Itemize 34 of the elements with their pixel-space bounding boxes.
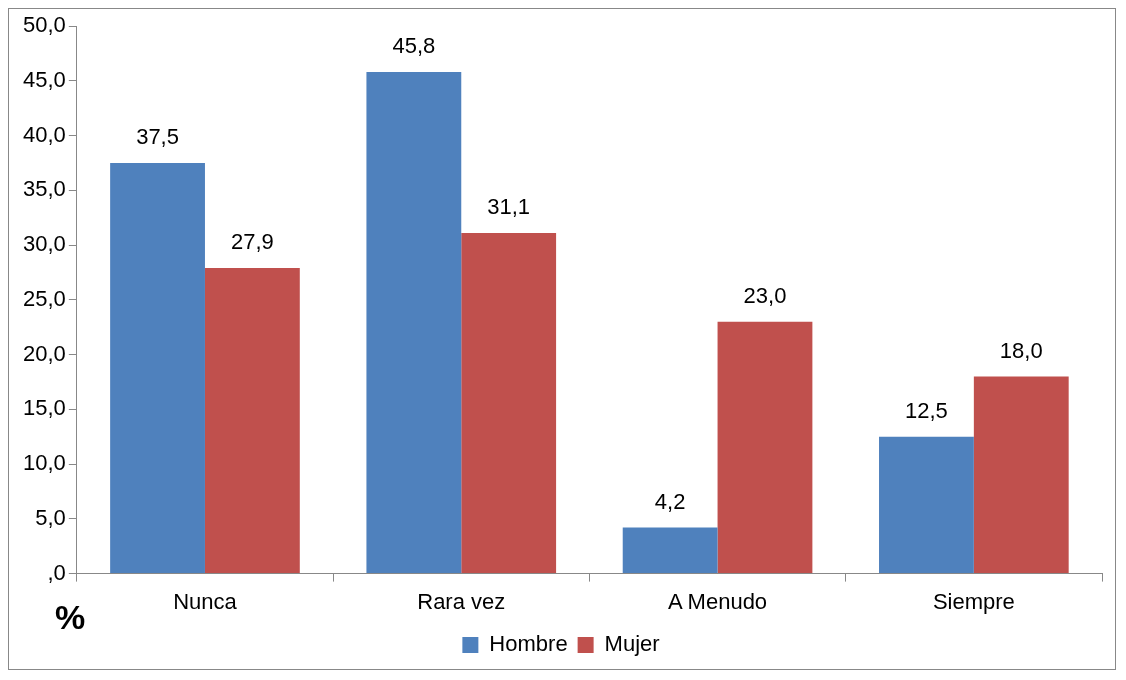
legend-label: Hombre [489,631,568,657]
legend-label: Mujer [604,631,660,657]
x-tick-label: Rara vez [417,588,506,614]
y-axis-title: % [55,598,86,637]
bar [622,527,718,574]
x-tick-label: A Menudo [668,588,768,614]
data-label: 31,1 [487,194,531,220]
y-tick-label: 45,0 [22,66,66,92]
data-label: 18,0 [999,337,1043,363]
y-tick-label: ,0 [47,559,66,585]
bar [973,376,1069,574]
x-tick-label: Nunca [173,588,238,614]
data-label: 37,5 [136,123,179,149]
y-tick-label: 10,0 [22,450,66,476]
y-tick-label: 35,0 [22,176,66,202]
data-label: 27,9 [230,229,274,255]
y-tick-label: 20,0 [22,340,66,366]
y-tick-label: 30,0 [22,231,66,257]
x-tick-label: Siempre [932,588,1015,614]
data-label: 23,0 [743,282,787,308]
y-tick-label: 40,0 [22,121,66,147]
bar [110,162,205,574]
data-label: 45,8 [392,33,436,59]
y-tick-label: 50,0 [22,12,66,38]
y-tick-label: 15,0 [22,395,66,421]
bar [461,232,557,574]
bar [366,72,462,574]
y-tick-label: 25,0 [22,285,66,311]
bar [717,321,813,574]
data-label: 12,5 [905,397,948,423]
bar [204,268,300,574]
bar [879,436,974,574]
data-label: 4,2 [654,488,686,514]
y-tick-label: 5,0 [35,504,66,530]
